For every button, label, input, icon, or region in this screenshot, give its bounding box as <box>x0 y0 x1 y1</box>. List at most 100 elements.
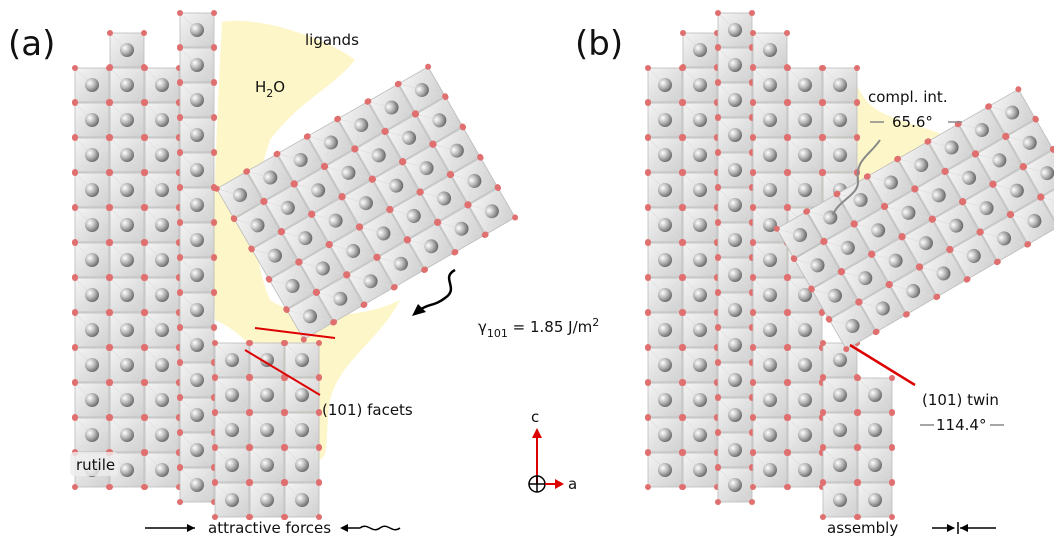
o-atom <box>282 340 288 346</box>
octahedron <box>107 380 147 420</box>
octahedron <box>750 415 790 455</box>
ti-atom <box>225 493 239 507</box>
ti-atom <box>155 393 169 407</box>
o-atom <box>785 450 791 456</box>
ti-atom <box>658 428 672 442</box>
o-atom <box>785 100 791 106</box>
o-atom <box>645 240 651 246</box>
o-atom <box>177 430 183 436</box>
text: = 1.85 J/m <box>508 318 592 336</box>
o-atom <box>750 345 756 351</box>
o-atom <box>750 170 756 176</box>
ti-atom <box>693 463 707 477</box>
ti-atom <box>85 323 99 337</box>
o-atom <box>142 275 148 281</box>
ti-atom <box>190 233 204 247</box>
o-atom <box>889 375 895 381</box>
o-atom <box>749 10 755 16</box>
octahedron <box>177 395 217 435</box>
o-atom <box>107 240 113 246</box>
ti-atom <box>693 43 707 57</box>
o-atom <box>107 100 113 106</box>
axis-label: c <box>531 408 539 426</box>
ti-atom <box>260 493 274 507</box>
octahedron <box>855 375 895 415</box>
octahedron <box>715 115 755 155</box>
ti-atom <box>295 423 309 437</box>
ti-atom <box>798 113 812 127</box>
octahedron <box>680 205 720 245</box>
ti-atom <box>798 148 812 162</box>
o-atom <box>177 10 183 16</box>
ti-atom <box>728 198 742 212</box>
ti-atom <box>120 43 134 57</box>
ti-atom <box>225 423 239 437</box>
ti-atom <box>763 253 777 267</box>
o-atom <box>785 65 791 71</box>
ti-atom <box>85 393 99 407</box>
panel-label: (a) <box>8 24 55 64</box>
o-atom <box>785 275 791 281</box>
o-atom <box>785 380 791 386</box>
octahedron <box>107 415 147 455</box>
o-atom <box>316 445 322 451</box>
o-atom <box>645 275 651 281</box>
ti-atom <box>798 323 812 337</box>
ti-atom <box>85 113 99 127</box>
octahedron <box>247 340 287 380</box>
octahedron <box>750 135 790 175</box>
o-atom <box>211 45 217 51</box>
octahedron <box>72 170 112 210</box>
ti-atom <box>728 93 742 107</box>
o-atom <box>785 205 791 211</box>
ti-atom <box>868 458 882 472</box>
octahedron <box>820 65 860 105</box>
ti-atom <box>658 148 672 162</box>
octahedron <box>142 275 182 315</box>
o-atom <box>142 65 148 71</box>
axis-label: a <box>568 475 577 493</box>
ti-atom <box>85 78 99 92</box>
octahedron <box>72 345 112 385</box>
o-atom <box>177 185 183 191</box>
o-atom <box>680 415 686 421</box>
octahedron <box>247 410 287 450</box>
ti-atom <box>763 148 777 162</box>
ti-atom <box>798 358 812 372</box>
ti-atom <box>728 268 742 282</box>
ti-atom <box>658 393 672 407</box>
octahedron <box>715 395 755 435</box>
octahedron <box>142 380 182 420</box>
octahedron <box>645 100 685 140</box>
label: (101) facets <box>322 401 413 419</box>
o-atom <box>715 290 721 296</box>
ti-atom <box>85 358 99 372</box>
o-atom <box>107 310 113 316</box>
o-atom <box>854 65 860 71</box>
o-atom <box>211 255 217 261</box>
label: 65.6° <box>892 113 933 131</box>
octahedron <box>107 65 147 105</box>
ti-atom <box>120 428 134 442</box>
arrowhead <box>532 428 542 438</box>
o-atom <box>107 345 113 351</box>
o-atom <box>107 205 113 211</box>
ti-atom <box>693 183 707 197</box>
o-atom <box>820 170 826 176</box>
octahedron <box>785 380 825 420</box>
ti-atom <box>763 463 777 477</box>
o-atom <box>785 345 791 351</box>
ti-atom <box>693 323 707 337</box>
octahedron <box>680 30 720 70</box>
ti-atom <box>658 253 672 267</box>
octahedron <box>142 135 182 175</box>
o-atom <box>785 135 791 141</box>
o-atom <box>316 375 322 381</box>
o-atom <box>212 340 218 346</box>
octahedron <box>645 310 685 350</box>
octahedron <box>212 480 252 520</box>
ti-atom <box>728 23 742 37</box>
o-atom <box>820 480 826 486</box>
ti-atom <box>763 323 777 337</box>
o-atom <box>282 410 288 416</box>
